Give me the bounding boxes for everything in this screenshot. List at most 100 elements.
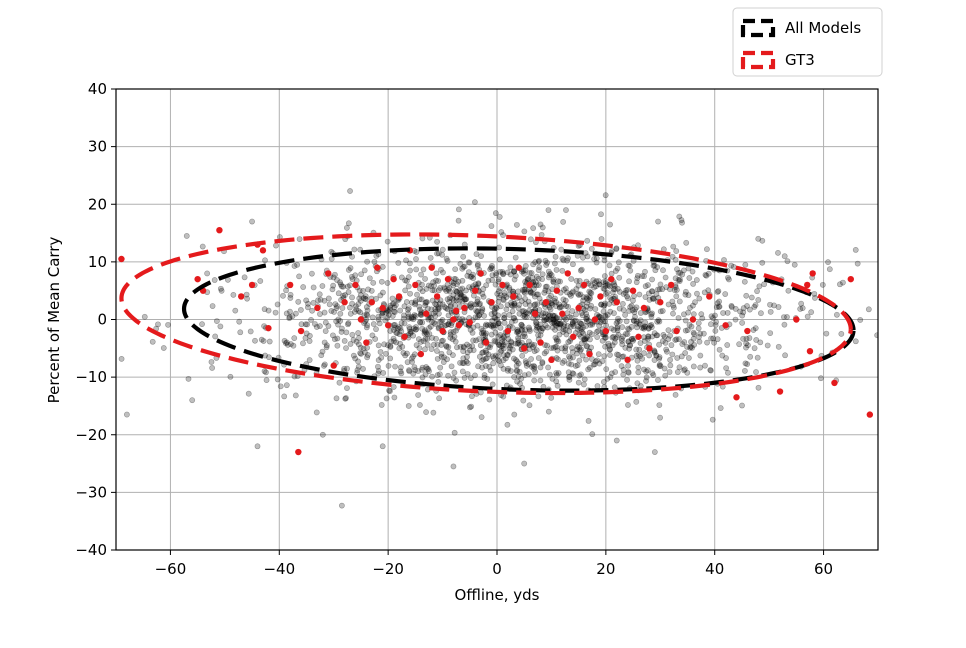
all-models-point xyxy=(489,263,495,269)
all-models-point xyxy=(752,302,759,308)
all-models-point xyxy=(651,349,658,356)
all-models-point xyxy=(724,309,731,316)
all-models-point xyxy=(746,306,753,313)
all-models-point xyxy=(394,330,401,336)
all-models-point xyxy=(515,305,522,312)
all-models-point xyxy=(670,302,677,309)
all-models-point xyxy=(586,294,592,300)
all-models-point xyxy=(388,338,395,345)
all-models-point xyxy=(614,265,621,272)
all-models-point xyxy=(536,257,542,264)
all-models-point xyxy=(653,332,660,339)
all-models-point xyxy=(679,341,686,347)
all-models-point xyxy=(755,384,762,391)
all-models-point xyxy=(501,292,508,299)
all-models-point xyxy=(357,292,364,298)
all-models-point xyxy=(415,336,422,343)
all-models-point xyxy=(641,323,648,330)
gt3-point xyxy=(553,287,561,294)
all-models-point xyxy=(474,308,481,315)
gt3-point xyxy=(809,270,816,277)
all-models-point xyxy=(737,308,744,315)
all-models-point xyxy=(588,302,595,309)
all-models-point xyxy=(570,370,577,377)
all-models-point xyxy=(630,337,636,344)
all-models-point xyxy=(460,264,467,270)
all-models-point xyxy=(598,236,605,242)
all-models-point xyxy=(480,349,487,356)
all-models-point xyxy=(209,303,216,309)
all-models-point xyxy=(495,298,502,305)
all-models-point xyxy=(589,331,595,338)
all-models-point xyxy=(714,336,721,343)
all-models-point xyxy=(493,270,500,277)
all-models-point xyxy=(542,283,549,290)
all-models-point xyxy=(609,334,616,341)
all-models-point xyxy=(622,344,629,351)
all-models-point xyxy=(555,278,562,285)
all-models-point xyxy=(554,336,560,343)
all-models-point xyxy=(614,285,621,292)
gt3-point xyxy=(352,281,359,289)
all-models-point xyxy=(600,308,607,315)
all-models-point xyxy=(583,322,590,329)
all-models-point xyxy=(744,361,751,368)
all-models-point xyxy=(425,316,432,323)
all-models-point xyxy=(467,303,474,310)
all-models-point xyxy=(606,262,613,269)
all-models-point xyxy=(598,301,605,308)
all-models-point xyxy=(530,225,537,232)
all-models-point xyxy=(455,278,462,285)
all-models-point xyxy=(635,364,642,371)
all-models-point xyxy=(428,283,434,290)
y-tick-label: 0 xyxy=(97,311,107,329)
all-models-point xyxy=(438,350,445,357)
all-models-point xyxy=(385,362,392,369)
all-models-point xyxy=(708,335,714,342)
all-models-point xyxy=(464,341,470,348)
all-models-point xyxy=(466,343,473,350)
all-models-point xyxy=(469,329,476,336)
all-models-point xyxy=(258,336,265,343)
all-models-point xyxy=(460,348,467,355)
all-models-point xyxy=(634,324,640,331)
all-models-point xyxy=(391,338,397,344)
all-models-point xyxy=(616,305,623,312)
all-models-point xyxy=(273,242,279,249)
all-models-point xyxy=(725,369,731,376)
all-models-point xyxy=(744,303,750,309)
all-models-point xyxy=(691,341,698,348)
all-models-point xyxy=(705,287,712,294)
all-models-point xyxy=(243,291,250,298)
gt3-point xyxy=(297,327,305,335)
all-models-point xyxy=(579,352,586,359)
all-models-point xyxy=(448,302,454,309)
all-models-point xyxy=(633,304,640,311)
all-models-point xyxy=(840,279,846,286)
all-models-point xyxy=(667,362,674,369)
gt3-point xyxy=(591,316,599,323)
all-models-point xyxy=(309,307,315,314)
all-models-point xyxy=(641,338,648,344)
all-models-point xyxy=(500,365,507,372)
all-models-point xyxy=(551,318,558,325)
all-models-point xyxy=(696,295,703,302)
all-models-point xyxy=(321,339,328,346)
all-models-point xyxy=(468,403,475,410)
all-models-point xyxy=(265,307,272,314)
all-models-point xyxy=(497,268,504,275)
all-models-point xyxy=(629,336,636,342)
all-models-point xyxy=(567,338,573,345)
all-models-point xyxy=(572,317,579,324)
gt3-point xyxy=(216,226,223,234)
all-models-point xyxy=(294,261,301,268)
gt3-point xyxy=(461,304,468,312)
all-models-point xyxy=(515,360,522,367)
all-models-point xyxy=(386,387,393,394)
all-models-point xyxy=(671,287,678,294)
all-models-point xyxy=(236,318,243,325)
all-models-point xyxy=(723,355,729,361)
gt3-point xyxy=(667,281,675,289)
all-models-point xyxy=(623,287,630,294)
all-models-point xyxy=(545,268,552,275)
